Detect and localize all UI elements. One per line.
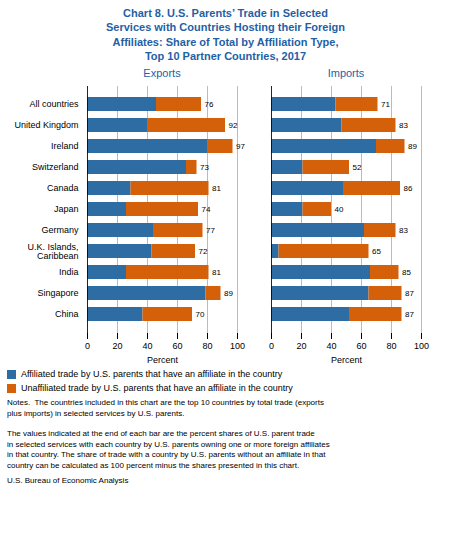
svg-text:U.K. Islands,Caribbean: U.K. Islands,Caribbean bbox=[27, 242, 78, 261]
svg-text:85: 85 bbox=[402, 268, 411, 277]
svg-text:52: 52 bbox=[353, 163, 362, 172]
svg-text:77: 77 bbox=[206, 226, 215, 235]
html-text:Exports: Exports bbox=[143, 67, 181, 80]
svg-text:89: 89 bbox=[408, 142, 417, 151]
svg-text:0: 0 bbox=[85, 341, 90, 351]
svg-text:76: 76 bbox=[205, 100, 214, 109]
svg-text:81: 81 bbox=[212, 184, 221, 193]
svg-text:Japan: Japan bbox=[54, 205, 79, 215]
html-text:Chart 8. U.S. Parents’ Trade i: Chart 8. U.S. Parents’ Trade in Selected… bbox=[106, 7, 345, 62]
svg-text:100: 100 bbox=[230, 341, 245, 351]
svg-text:92: 92 bbox=[229, 121, 238, 130]
svg-text:89: 89 bbox=[224, 289, 233, 298]
svg-text:Ireland: Ireland bbox=[51, 142, 79, 152]
svg-text:72: 72 bbox=[199, 247, 208, 256]
svg-text:100: 100 bbox=[414, 341, 429, 351]
svg-text:20: 20 bbox=[296, 341, 306, 351]
svg-text:Percent: Percent bbox=[147, 355, 179, 365]
svg-text:60: 60 bbox=[172, 341, 182, 351]
html-text:U.S. Bureau of Economic Analys: U.S. Bureau of Economic Analysis bbox=[7, 475, 129, 485]
html-text:Notes. The countries included: Notes. The countries included in this ch… bbox=[7, 398, 330, 470]
svg-text:Germany: Germany bbox=[41, 226, 79, 236]
svg-text:87: 87 bbox=[405, 310, 414, 319]
svg-text:40: 40 bbox=[326, 341, 336, 351]
svg-text:70: 70 bbox=[196, 310, 205, 319]
svg-text:Canada: Canada bbox=[47, 184, 79, 194]
svg-text:87: 87 bbox=[405, 289, 414, 298]
svg-text:All countries: All countries bbox=[29, 100, 79, 110]
svg-text:74: 74 bbox=[202, 205, 211, 214]
svg-text:60: 60 bbox=[356, 341, 366, 351]
svg-text:China: China bbox=[55, 310, 79, 320]
html-text:Unaffiliated trade by U.S. par: Unaffiliated trade by U.S. parents that … bbox=[21, 383, 293, 394]
svg-text:India: India bbox=[59, 268, 79, 278]
svg-text:83: 83 bbox=[399, 226, 408, 235]
svg-text:Switzerland: Switzerland bbox=[32, 163, 79, 173]
html-text:Affiliated trade by U.S. paren: Affiliated trade by U.S. parents that ha… bbox=[21, 369, 283, 380]
svg-text:80: 80 bbox=[202, 341, 212, 351]
svg-text:65: 65 bbox=[372, 247, 381, 256]
svg-text:97: 97 bbox=[236, 142, 245, 151]
svg-text:81: 81 bbox=[212, 268, 221, 277]
svg-text:Percent: Percent bbox=[331, 355, 363, 365]
svg-text:Singapore: Singapore bbox=[37, 289, 78, 299]
html-text:Imports: Imports bbox=[327, 67, 365, 80]
svg-text:40: 40 bbox=[335, 205, 344, 214]
svg-text:0: 0 bbox=[269, 341, 274, 351]
svg-text:20: 20 bbox=[112, 341, 122, 351]
svg-text:United Kingdom: United Kingdom bbox=[14, 121, 78, 131]
svg-text:71: 71 bbox=[381, 100, 390, 109]
svg-text:40: 40 bbox=[142, 341, 152, 351]
svg-text:73: 73 bbox=[200, 163, 209, 172]
svg-text:80: 80 bbox=[386, 341, 396, 351]
svg-text:86: 86 bbox=[404, 184, 413, 193]
svg-text:83: 83 bbox=[399, 121, 408, 130]
